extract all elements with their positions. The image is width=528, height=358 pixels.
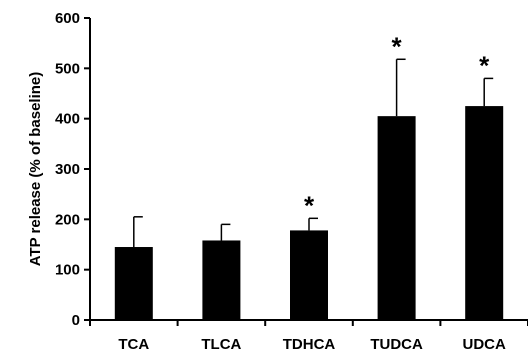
y-tick-label: 0 — [72, 312, 80, 329]
y-tick-label: 300 — [55, 161, 80, 178]
y-axis-ticks — [84, 17, 90, 321]
bars — [114, 106, 504, 321]
x-axis-tick-labels: TCA TLCA TDHCA TUDCA UDCA — [118, 336, 506, 353]
y-tick-label: 400 — [55, 111, 80, 128]
y-axis-title: ATP release (% of baseline) — [27, 72, 44, 267]
y-tick-label: 100 — [55, 262, 80, 279]
x-tick-label-udca: UDCA — [463, 336, 506, 353]
x-tick-label-tca: TCA — [118, 336, 149, 353]
bar-tlca — [202, 240, 241, 320]
x-tick-label-tudca: TUDCA — [370, 336, 423, 353]
y-tick-label: 200 — [55, 211, 80, 228]
x-tick-label-tdhca: TDHCA — [283, 336, 336, 353]
error-bars — [133, 58, 494, 248]
bar-tdhca — [290, 230, 328, 320]
bar-tca — [114, 247, 153, 320]
significance-star-udca: * — [479, 50, 490, 80]
bar-tudca — [377, 116, 416, 321]
significance-markers: * * * — [304, 31, 490, 220]
y-axis-tick-labels: 0 100 200 300 400 500 600 — [55, 10, 80, 329]
x-tick-label-tlca: TLCA — [201, 336, 241, 353]
y-tick-label: 600 — [55, 10, 80, 27]
y-tick-label: 500 — [55, 60, 80, 77]
bar-udca — [465, 106, 504, 320]
significance-star-tdhca: * — [304, 190, 315, 220]
significance-star-tudca: * — [392, 31, 403, 61]
